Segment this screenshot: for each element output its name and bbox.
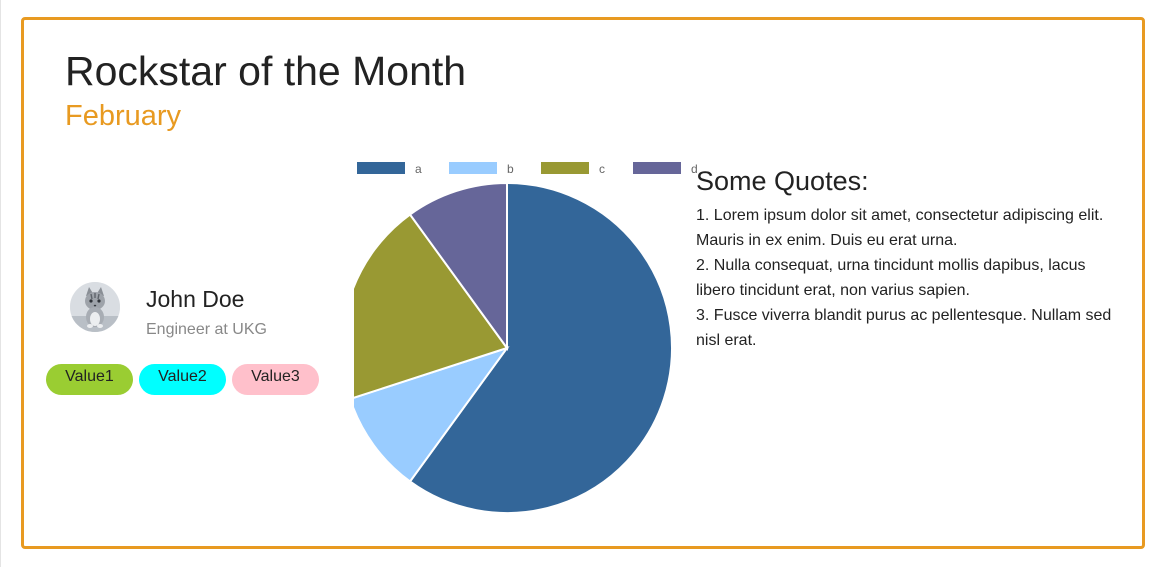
profile: John Doe Engineer at UKG Value1 Value2 V… xyxy=(46,282,326,402)
legend-item-d[interactable]: d xyxy=(633,162,698,176)
quote-item-3: 3. Fusce viverra blandit purus ac pellen… xyxy=(696,306,1112,349)
quotes-title: Some Quotes: xyxy=(696,166,869,196)
legend-label-b: b xyxy=(507,162,514,176)
legend-swatch-d xyxy=(633,162,681,174)
pie-chart: a b c d xyxy=(354,160,704,540)
profile-name: John Doe xyxy=(146,286,245,312)
legend-label-a: a xyxy=(415,162,422,176)
quotes-section: Some Quotes: 1. Lorem ipsum dolor sit am… xyxy=(696,166,1128,353)
pie-slice-b[interactable] xyxy=(354,346,510,483)
value-badge-2[interactable]: Value2 xyxy=(139,364,226,395)
value-badge-1[interactable]: Value1 xyxy=(46,364,133,395)
legend-item-b[interactable]: b xyxy=(449,162,514,176)
legend-item-a[interactable]: a xyxy=(357,162,422,176)
rockstar-card: Rockstar of the Month February xyxy=(21,17,1145,549)
quote-item-2: 2. Nulla consequat, urna tincidunt molli… xyxy=(696,256,1086,299)
cat-avatar-icon xyxy=(70,282,120,332)
pie-slice-c[interactable] xyxy=(354,213,509,399)
avatar xyxy=(70,282,120,332)
profile-role: Engineer at UKG xyxy=(146,321,267,338)
pie-slice-a[interactable] xyxy=(408,181,673,514)
pie-chart-svg: a b c d xyxy=(354,162,698,514)
value-badges: Value1 Value2 Value3 xyxy=(46,364,319,395)
page-edge xyxy=(0,0,1,567)
legend-swatch-b xyxy=(449,162,497,174)
card-title: Rockstar of the Month xyxy=(65,48,467,94)
quote-item-1: 1. Lorem ipsum dolor sit amet, consectet… xyxy=(696,206,1104,249)
legend-swatch-c xyxy=(541,162,589,174)
legend-item-c[interactable]: c xyxy=(541,162,605,176)
legend-label-d: d xyxy=(691,162,698,176)
pie-slice-d[interactable] xyxy=(408,181,508,352)
legend-label-c: c xyxy=(599,162,605,176)
card-subtitle: February xyxy=(65,100,182,132)
value-badge-3[interactable]: Value3 xyxy=(232,364,319,395)
legend-swatch-a xyxy=(357,162,405,174)
